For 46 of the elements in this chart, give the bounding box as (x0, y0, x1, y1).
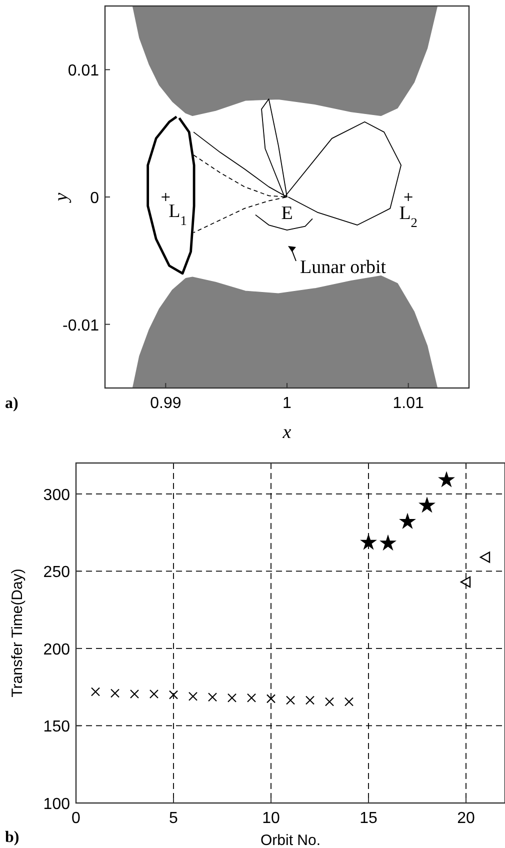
x-axis-title: x (282, 422, 292, 443)
point (246, 693, 256, 702)
x-tick-label: 20 (457, 810, 475, 827)
x-axis-title: Orbit No. (260, 832, 321, 848)
annotation: E (281, 203, 293, 224)
point (130, 689, 140, 699)
y-tick-label: 0.01 (68, 62, 100, 80)
point (460, 576, 471, 588)
point (324, 697, 334, 706)
point (168, 690, 178, 700)
point (149, 689, 159, 699)
y-axis-title: Transfer Time(Day) (9, 568, 26, 698)
point (439, 472, 454, 486)
x-tick-label: 10 (262, 810, 280, 827)
x-tick-label: 5 (169, 810, 178, 827)
point (286, 696, 296, 705)
y-axis-title: y (51, 192, 72, 204)
annotation: L$_{2}$ (399, 203, 418, 230)
point (305, 696, 315, 705)
x-tick-label: 1.01 (392, 395, 424, 412)
point (361, 534, 376, 550)
point (90, 687, 100, 696)
point (110, 688, 120, 698)
y-tick-label: 0 (90, 190, 100, 207)
y-tick-label: 200 (43, 641, 70, 658)
text: b) (5, 829, 20, 846)
point (266, 694, 276, 704)
annotation: Lunar orbit (300, 257, 387, 278)
x-tick-label: 1 (282, 395, 292, 412)
text: a) (5, 395, 18, 412)
point (380, 536, 396, 550)
annotation: L$_{1}$ (168, 201, 187, 228)
y-tick-label: 150 (43, 718, 70, 736)
y-tick-label: 100 (43, 796, 70, 813)
point (420, 498, 434, 512)
x-tick-label: 15 (360, 810, 378, 827)
point (208, 692, 218, 702)
y-tick-label: -0.01 (62, 317, 100, 334)
point (400, 514, 415, 528)
y-tick-label: 250 (43, 564, 70, 582)
point (344, 697, 354, 706)
x-tick-label: 0.99 (150, 395, 182, 412)
point (188, 692, 198, 701)
y-tick-label: 300 (43, 486, 70, 504)
point (480, 552, 490, 563)
point (227, 693, 237, 702)
